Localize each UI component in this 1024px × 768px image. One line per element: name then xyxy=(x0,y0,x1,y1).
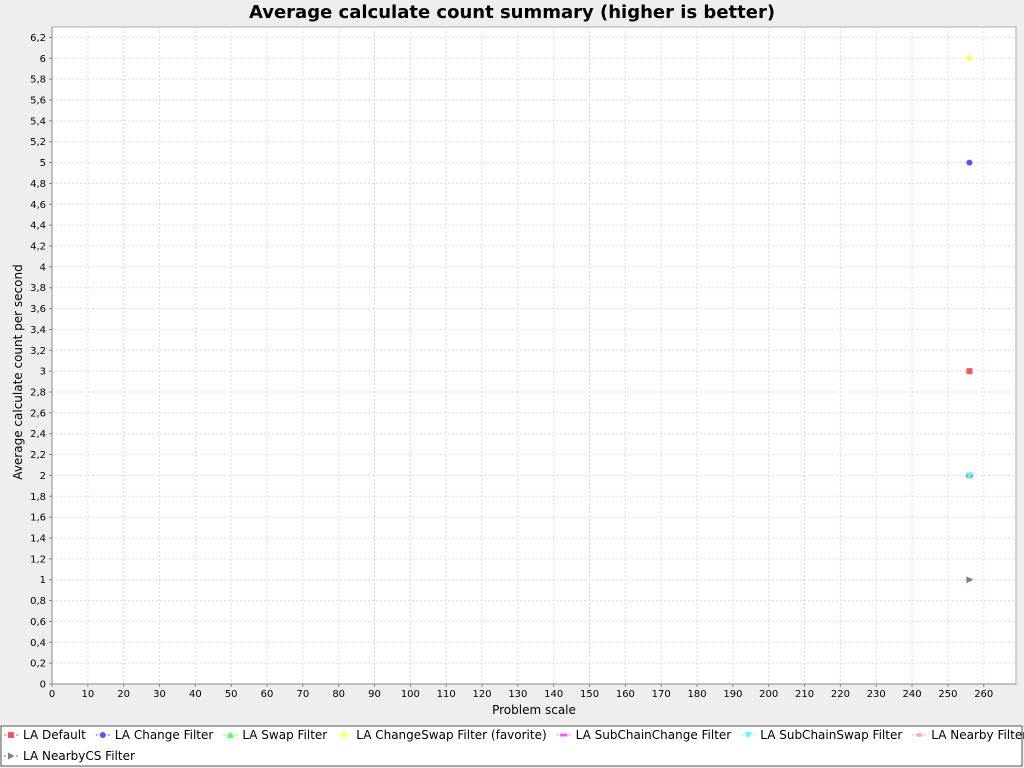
legend-marker xyxy=(560,733,568,737)
y-tick-label: 4,6 xyxy=(30,200,46,211)
data-points xyxy=(965,54,973,584)
chart-title: Average calculate count summary (higher … xyxy=(249,2,775,23)
x-tick-label: 70 xyxy=(296,689,309,700)
legend-marker xyxy=(8,752,15,760)
y-tick-label: 2 xyxy=(40,471,46,482)
x-tick-label: 180 xyxy=(688,689,707,700)
x-tick-label: 250 xyxy=(938,689,957,700)
data-point xyxy=(965,54,973,62)
y-tick-label: 3 xyxy=(40,367,46,378)
x-tick-label: 120 xyxy=(472,689,491,700)
x-tick-label: 0 xyxy=(49,689,55,700)
x-tick-label: 40 xyxy=(189,689,202,700)
y-tick-label: 3,2 xyxy=(30,346,46,357)
y-tick-label: 1,2 xyxy=(30,554,46,565)
x-tick-label: 80 xyxy=(332,689,345,700)
y-tick-label: 6,2 xyxy=(30,33,46,44)
legend-label: LA SubChainChange Filter xyxy=(576,728,732,742)
legend-label: LA Change Filter xyxy=(115,728,214,742)
y-tick-label: 0,8 xyxy=(30,596,46,607)
y-tick-label: 2,2 xyxy=(30,450,46,461)
y-tick-label: 0 xyxy=(40,680,46,691)
x-tick-label: 240 xyxy=(903,689,922,700)
legend-label: LA Nearby Filter xyxy=(931,728,1024,742)
y-tick-label: 3,6 xyxy=(30,304,46,315)
data-point xyxy=(966,159,973,166)
legend-box xyxy=(0,725,1023,767)
legend-marker xyxy=(915,733,923,737)
legend-label: LA Default xyxy=(23,728,86,742)
legend-marker xyxy=(340,731,348,739)
legend-label: LA Swap Filter xyxy=(242,728,327,742)
y-tick-label: 5,6 xyxy=(30,96,46,107)
y-tick-label: 3,4 xyxy=(30,325,46,336)
y-tick-label: 5,8 xyxy=(30,75,46,86)
y-tick-label: 4,2 xyxy=(30,242,46,253)
y-tick-label: 5,2 xyxy=(30,137,46,148)
x-tick-label: 50 xyxy=(225,689,238,700)
x-tick-label: 130 xyxy=(508,689,527,700)
x-tick-label: 230 xyxy=(867,689,886,700)
x-tick-label: 150 xyxy=(580,689,599,700)
y-tick-label: 4,8 xyxy=(30,179,46,190)
ticks: 0 10 20 30 40 50 60 70 80 90 100 110 120 130 140 150 160… xyxy=(30,33,993,700)
x-tick-label: 140 xyxy=(544,689,563,700)
legend-label: LA NearbyCS Filter xyxy=(23,749,135,763)
x-tick-label: 160 xyxy=(616,689,635,700)
legend-marker xyxy=(8,732,14,738)
x-tick-label: 110 xyxy=(437,689,456,700)
x-tick-label: 220 xyxy=(831,689,850,700)
y-tick-label: 1 xyxy=(40,575,46,586)
grid xyxy=(52,27,1016,684)
y-tick-label: 0,4 xyxy=(30,638,46,649)
y-tick-label: 1,4 xyxy=(30,534,46,545)
x-tick-label: 200 xyxy=(759,689,778,700)
y-tick-label: 0,2 xyxy=(30,659,46,670)
legend-marker xyxy=(744,732,752,739)
x-tick-label: 20 xyxy=(117,689,130,700)
y-tick-label: 6 xyxy=(40,54,46,65)
x-tick-label: 170 xyxy=(652,689,671,700)
plot-area xyxy=(51,26,1017,685)
y-tick-label: 1,8 xyxy=(30,492,46,503)
x-tick-label: 260 xyxy=(974,689,993,700)
y-tick-label: 5,4 xyxy=(30,116,46,127)
y-tick-label: 4,4 xyxy=(30,221,46,232)
y-tick-label: 5 xyxy=(40,158,46,169)
legend: LA Default LA Change Filter LA Swap Filter… xyxy=(4,728,1024,763)
legend-marker xyxy=(226,731,234,738)
legend-marker xyxy=(99,732,106,738)
data-point xyxy=(966,368,973,375)
data-point xyxy=(966,576,973,584)
data-point xyxy=(965,472,973,479)
legend-label: LA SubChainSwap Filter xyxy=(760,728,902,742)
y-tick-label: 0,6 xyxy=(30,617,46,628)
y-tick-label: 1,6 xyxy=(30,513,46,524)
x-tick-label: 10 xyxy=(81,689,94,700)
y-tick-label: 3,8 xyxy=(30,283,46,294)
x-tick-label: 90 xyxy=(368,689,381,700)
y-axis-label: Average calculate count per second xyxy=(11,264,25,479)
x-tick-label: 190 xyxy=(723,689,742,700)
x-tick-label: 30 xyxy=(153,689,166,700)
y-tick-label: 2,6 xyxy=(30,408,46,419)
x-tick-label: 210 xyxy=(795,689,814,700)
x-tick-label: 100 xyxy=(401,689,420,700)
y-tick-label: 2,4 xyxy=(30,429,46,440)
y-tick-label: 2,8 xyxy=(30,388,46,399)
x-tick-label: 60 xyxy=(261,689,274,700)
axes xyxy=(51,27,1016,685)
y-tick-label: 4 xyxy=(40,262,46,273)
legend-label: LA ChangeSwap Filter (favorite) xyxy=(356,728,546,742)
x-axis-label: Problem scale xyxy=(492,703,576,717)
